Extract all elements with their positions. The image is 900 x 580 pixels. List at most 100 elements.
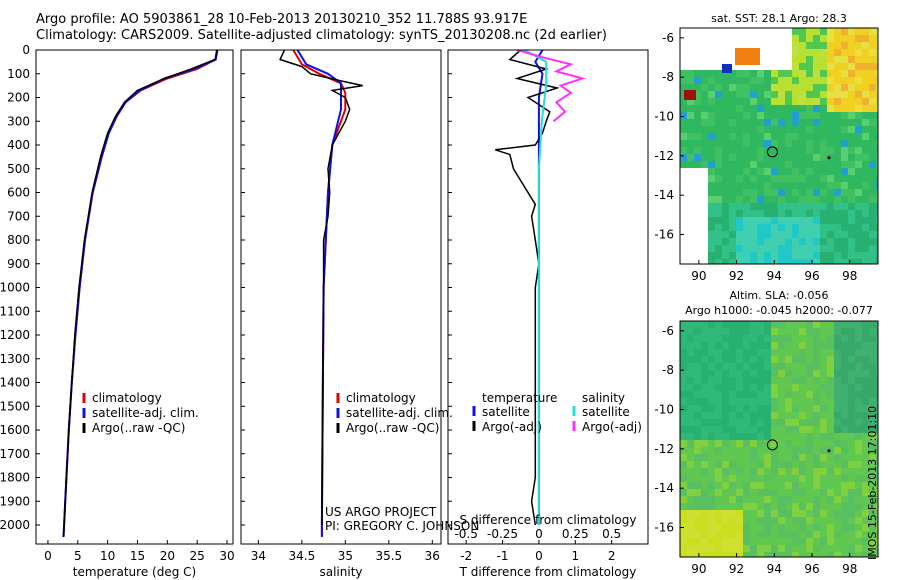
map-cell xyxy=(701,84,708,91)
map-cell xyxy=(855,112,862,119)
map-cell xyxy=(799,321,806,328)
map-cell xyxy=(778,531,785,538)
map-cell xyxy=(862,203,869,210)
map-cell xyxy=(876,133,878,140)
map-cell xyxy=(687,517,694,524)
map-cell xyxy=(687,377,694,384)
map-cell xyxy=(834,175,841,182)
map-cell xyxy=(785,412,792,419)
map-cell xyxy=(680,538,687,545)
map-cell xyxy=(778,84,785,91)
map-cell xyxy=(680,91,687,98)
map-cell xyxy=(855,398,862,405)
map-cell xyxy=(848,189,855,196)
x-tick-label: 5 xyxy=(74,549,82,563)
map-cell xyxy=(799,419,806,426)
map-cell xyxy=(834,496,841,503)
map-cell xyxy=(750,119,757,126)
map-cell xyxy=(729,468,736,475)
map-cell xyxy=(799,335,806,342)
map-cell xyxy=(827,182,834,189)
map-cell xyxy=(785,91,792,98)
map-cell xyxy=(785,482,792,489)
map-cell xyxy=(869,377,876,384)
map-cell xyxy=(799,182,806,189)
map-cell xyxy=(820,433,827,440)
map-cell xyxy=(813,112,820,119)
y-tick-label: 800 xyxy=(7,233,30,247)
map-cell xyxy=(806,433,813,440)
map-cell xyxy=(771,356,778,363)
map-cell xyxy=(806,321,813,328)
map-cell xyxy=(827,147,834,154)
map-cell xyxy=(820,245,827,252)
map-cell xyxy=(806,98,813,105)
y-tick-label: 1900 xyxy=(0,494,30,508)
map-cell xyxy=(806,363,813,370)
map-cell xyxy=(855,238,862,245)
map-cell xyxy=(799,433,806,440)
map-cell xyxy=(708,70,715,77)
map-cell xyxy=(827,196,834,203)
map-cell xyxy=(792,252,799,259)
map-cell xyxy=(848,161,855,168)
map-cell xyxy=(785,252,792,259)
map-cell xyxy=(848,384,855,391)
map-cell xyxy=(848,105,855,112)
map-cell xyxy=(743,531,750,538)
map-cell xyxy=(869,524,876,531)
map-cell xyxy=(708,412,715,419)
y-tick-label: 300 xyxy=(7,114,30,128)
map-cell xyxy=(764,175,771,182)
map-cell xyxy=(792,552,799,557)
map-cell xyxy=(778,98,785,105)
map-cell xyxy=(736,391,743,398)
map-cell xyxy=(687,405,694,412)
map-cell xyxy=(764,517,771,524)
map-cell xyxy=(757,140,764,147)
map-cell xyxy=(792,503,799,510)
map-cell xyxy=(806,538,813,545)
map-cell xyxy=(834,405,841,412)
map-cell xyxy=(743,168,750,175)
map-cell xyxy=(848,545,855,552)
map-cell xyxy=(708,189,715,196)
map-cell xyxy=(722,440,729,447)
map-cell xyxy=(729,245,736,252)
map-cell xyxy=(736,405,743,412)
map-cell xyxy=(743,524,750,531)
map-cell xyxy=(715,433,722,440)
map-cell xyxy=(729,433,736,440)
map-cell xyxy=(722,196,729,203)
map-cell xyxy=(799,224,806,231)
map-cell xyxy=(771,468,778,475)
map-cell xyxy=(813,405,820,412)
map-cell xyxy=(680,335,687,342)
map-cell xyxy=(743,538,750,545)
map-cell xyxy=(778,426,785,433)
map-cell xyxy=(855,56,862,63)
map-cell xyxy=(862,217,869,224)
map-cell xyxy=(722,154,729,161)
map-cell xyxy=(736,98,743,105)
map-cell xyxy=(862,475,869,482)
map-cell xyxy=(820,119,827,126)
map-cell xyxy=(687,370,694,377)
map-cell xyxy=(694,328,701,335)
map-cell xyxy=(736,105,743,112)
map-cell xyxy=(771,419,778,426)
map-cell xyxy=(729,105,736,112)
map-cell xyxy=(841,531,848,538)
map-cell xyxy=(715,363,722,370)
map-cell xyxy=(750,356,757,363)
map-cell xyxy=(848,217,855,224)
y-tick-label: 600 xyxy=(7,186,30,200)
map-cell xyxy=(820,412,827,419)
map-cell xyxy=(729,342,736,349)
map-cell xyxy=(785,433,792,440)
map-cell xyxy=(834,328,841,335)
map-cell xyxy=(806,482,813,489)
map-cell xyxy=(834,454,841,461)
map-cell xyxy=(771,531,778,538)
map-cell xyxy=(799,105,806,112)
